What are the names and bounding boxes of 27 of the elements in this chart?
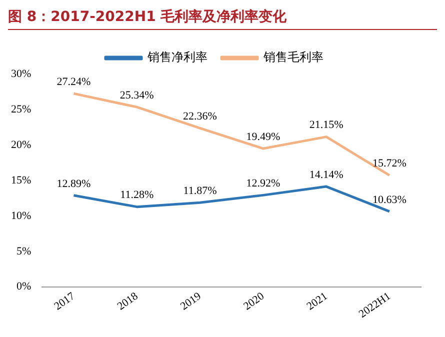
y-tick-label: 10% bbox=[10, 210, 32, 222]
data-label: 12.92% bbox=[246, 178, 280, 190]
legend-label: 销售毛利率 bbox=[262, 50, 324, 64]
y-tick-label: 20% bbox=[10, 138, 32, 151]
data-label: 27.24% bbox=[56, 76, 91, 88]
data-label: 10.63% bbox=[372, 194, 406, 206]
y-tick-label: 5% bbox=[16, 245, 32, 258]
x-tick-label: 2017 bbox=[52, 290, 78, 313]
data-label: 14.14% bbox=[309, 168, 344, 181]
data-label: 11.87% bbox=[183, 185, 217, 198]
data-label: 22.36% bbox=[183, 110, 217, 123]
data-label: 21.15% bbox=[309, 119, 344, 132]
x-tick-label: 2018 bbox=[115, 290, 141, 313]
y-tick-label: 0% bbox=[16, 280, 32, 293]
data-label: 11.28% bbox=[120, 189, 154, 202]
legend-label: 销售净利率 bbox=[146, 50, 208, 64]
x-tick-label: 2021 bbox=[304, 290, 330, 313]
x-tick-label: 2019 bbox=[178, 290, 204, 313]
y-tick-label: 25% bbox=[10, 103, 32, 116]
y-tick-label: 30% bbox=[10, 68, 32, 80]
y-tick-label: 15% bbox=[10, 174, 32, 186]
data-label: 19.49% bbox=[246, 130, 280, 143]
data-label: 25.34% bbox=[120, 89, 154, 102]
data-label: 12.89% bbox=[56, 178, 91, 190]
data-label: 15.72% bbox=[372, 158, 406, 170]
x-tick-label: 2020 bbox=[242, 290, 267, 313]
chart-title: 图 8：2017-2022H1 毛利率及净利率变化 bbox=[8, 8, 437, 30]
